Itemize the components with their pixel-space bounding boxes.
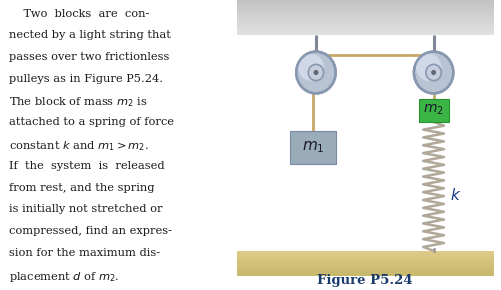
Bar [236,253,493,254]
Text: Two  blocks  are  con-: Two blocks are con- [9,9,149,19]
Bar [236,24,493,26]
Text: placement $d$ of $m_2$.: placement $d$ of $m_2$. [9,270,119,284]
Circle shape [413,52,452,93]
Bar [236,274,493,276]
Bar [236,19,493,21]
Text: If  the  system  is  released: If the system is released [9,161,164,171]
Bar [236,269,493,271]
Text: $k$: $k$ [449,187,460,203]
Text: The block of mass $m_2$ is: The block of mass $m_2$ is [9,96,147,110]
Bar [236,251,493,253]
Bar [236,31,493,33]
Circle shape [313,70,318,75]
Bar [236,261,493,262]
Bar [236,21,493,23]
Bar [236,262,493,264]
Bar [236,259,493,261]
Text: nected by a light string that: nected by a light string that [9,30,171,40]
Bar [236,258,493,259]
Bar [236,3,493,5]
Bar [236,7,493,9]
Bar [236,254,493,256]
Bar [236,272,493,274]
Text: constant $k$ and $m_1 > m_2$.: constant $k$ and $m_1 > m_2$. [9,139,149,153]
Text: attached to a spring of force: attached to a spring of force [9,117,174,127]
Circle shape [308,64,323,81]
Bar [236,12,493,14]
Bar [236,271,493,272]
Text: pulleys as in Figure P5.24.: pulleys as in Figure P5.24. [9,74,163,84]
Bar [236,10,493,12]
Bar [236,9,493,10]
Circle shape [425,64,440,81]
Bar [236,2,493,3]
Text: $m_1$: $m_1$ [301,139,324,155]
Circle shape [415,54,440,81]
Bar [236,33,493,35]
Bar [236,267,493,269]
Bar [236,30,493,31]
Text: is initially not stretched or: is initially not stretched or [9,204,162,214]
Circle shape [298,54,323,81]
Bar [236,266,493,267]
Bar [418,99,448,122]
Bar [236,264,493,266]
Bar [236,0,493,2]
Text: compressed, find an expres-: compressed, find an expres- [9,226,172,236]
Bar [236,5,493,7]
Text: sion for the maximum dis-: sion for the maximum dis- [9,248,160,258]
Bar [236,26,493,28]
Bar [236,16,493,17]
Text: $m_2$: $m_2$ [422,103,443,117]
Bar [236,23,493,24]
Text: passes over two frictionless: passes over two frictionless [9,52,169,62]
Circle shape [430,70,435,75]
Bar [236,28,493,30]
Text: Figure P5.24: Figure P5.24 [317,274,412,287]
Text: from rest, and the spring: from rest, and the spring [9,183,154,193]
Bar [236,17,493,19]
Circle shape [296,52,335,93]
Bar [236,256,493,258]
Bar [236,14,493,16]
Bar [289,130,336,164]
